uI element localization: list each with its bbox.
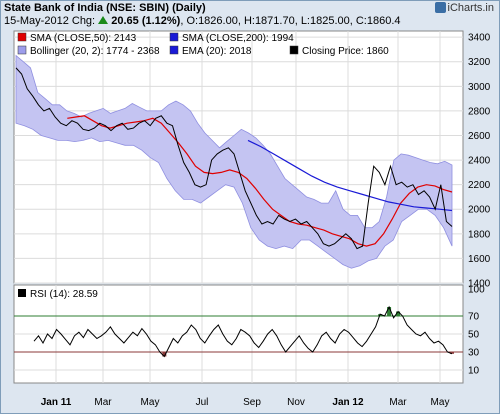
rsi-label: RSI (14): 28.59 <box>30 289 98 300</box>
legend-label: EMA (20): 2018 <box>182 46 252 57</box>
y-tick-label: 1400 <box>468 279 491 290</box>
x-tick-label: Mar <box>389 397 407 408</box>
brand-label: iCharts.in <box>447 2 494 14</box>
rsi-legend-swatch <box>18 289 26 297</box>
brand[interactable]: iCharts.in <box>434 2 494 14</box>
rsi-tick-label: 100 <box>468 285 485 296</box>
sma50-line <box>67 115 453 247</box>
ohlc-values: , O:1826.00, H:1871.70, L:1825.00, C:186… <box>180 15 401 27</box>
legend-label: SMA (CLOSE,200): 1994 <box>182 33 294 44</box>
rsi-tick-label: 30 <box>468 348 480 359</box>
y-tick-label: 1600 <box>468 254 491 265</box>
legend-swatch <box>17 45 27 55</box>
x-tick-label: May <box>141 397 160 408</box>
y-tick-label: 3000 <box>468 82 491 93</box>
x-tick-label: Sep <box>243 397 261 408</box>
up-arrow-icon <box>98 16 109 24</box>
change-value: 20.65 (1.12%) <box>111 15 181 27</box>
legend-swatch <box>17 32 27 42</box>
legend-swatch <box>169 45 179 55</box>
x-tick-label: Jan 11 <box>41 397 72 408</box>
x-tick-label: Mar <box>94 397 112 408</box>
sma200-line <box>247 139 453 212</box>
legend-swatch <box>169 32 179 42</box>
rsi-tick-label: 50 <box>468 330 480 341</box>
y-tick-label: 2800 <box>468 106 491 117</box>
closing-price-line <box>15 67 453 250</box>
date-label: 15-May-2012 Chg: <box>4 15 96 27</box>
x-tick-label: May <box>431 397 450 408</box>
y-tick-label: 2000 <box>468 205 491 216</box>
x-tick-label: Nov <box>287 397 305 408</box>
legend-label: SMA (CLOSE,50): 2143 <box>30 33 137 44</box>
rsi-tick-label: 10 <box>468 366 480 377</box>
rsi-line <box>33 305 453 358</box>
bollinger-band <box>15 54 453 269</box>
icharts-logo-icon <box>434 2 446 13</box>
quote-line: 15-May-2012 Chg: 20.65 (1.12%), O:1826.0… <box>4 15 401 27</box>
y-tick-label: 2200 <box>468 180 491 191</box>
x-tick-label: Jul <box>196 397 209 408</box>
y-tick-label: 2400 <box>468 156 491 167</box>
y-tick-label: 2600 <box>468 131 491 142</box>
chart-title: State Bank of India (NSE: SBIN) (Daily) <box>4 2 206 14</box>
rsi-tick-label: 70 <box>468 312 480 323</box>
legend-label: Closing Price: 1860 <box>302 46 389 57</box>
legend-swatch <box>289 45 299 55</box>
x-tick-label: Jan 12 <box>332 397 364 408</box>
y-tick-label: 1800 <box>468 229 491 240</box>
y-tick-label: 3200 <box>468 57 491 68</box>
legend-label: Bollinger (20, 2): 1774 - 2368 <box>30 46 160 57</box>
y-tick-label: 3400 <box>468 33 491 44</box>
